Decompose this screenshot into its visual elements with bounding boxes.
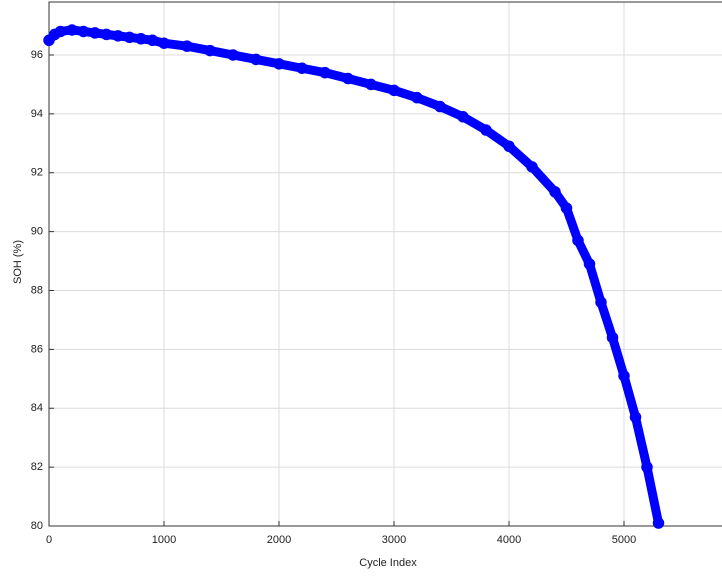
data-point	[606, 331, 619, 344]
data-point	[319, 66, 331, 79]
x-axis-label: Cycle Index	[359, 557, 417, 569]
plot-frame	[48, 1, 722, 527]
data-point	[135, 33, 147, 45]
x-tick-label: 3000	[382, 534, 406, 546]
data-point	[158, 37, 170, 49]
y-tick-label: 86	[31, 343, 43, 355]
data-point	[112, 30, 124, 42]
data-point	[388, 84, 400, 97]
data-point	[273, 58, 285, 70]
plot-area	[49, 2, 722, 526]
data-point	[250, 53, 262, 66]
data-point	[560, 202, 573, 214]
y-tick-label: 94	[31, 108, 43, 120]
data-point	[629, 411, 642, 423]
y-tick-label: 84	[31, 402, 43, 414]
data-point	[66, 24, 78, 36]
data-point	[583, 258, 596, 270]
y-axis-label: SOH (%)	[12, 240, 24, 284]
data-point	[549, 186, 561, 198]
x-tick-label: 4000	[497, 534, 521, 546]
data-point	[77, 25, 90, 38]
data-point	[296, 62, 308, 74]
data-point	[43, 34, 55, 47]
x-tick-label: 1000	[152, 534, 176, 546]
x-tick-label: 0	[46, 534, 52, 546]
data-point	[618, 370, 630, 382]
data-point	[365, 78, 377, 91]
data-point	[181, 40, 193, 52]
x-tick-label: 2000	[267, 534, 291, 546]
x-tick-label: 5000	[612, 534, 636, 546]
y-tick-label: 82	[31, 461, 43, 473]
data-point	[652, 517, 665, 529]
data-point	[434, 100, 446, 113]
y-tick-label: 90	[31, 226, 43, 238]
data-point	[411, 91, 423, 104]
data-point	[227, 49, 239, 61]
data-point	[480, 124, 492, 136]
y-tick-label: 88	[31, 284, 43, 296]
data-point	[526, 161, 538, 173]
data-point	[146, 34, 159, 47]
data-point	[503, 140, 515, 152]
data-point	[204, 44, 216, 57]
y-tick-label: 96	[31, 49, 43, 61]
data-point	[54, 25, 67, 38]
data-point	[595, 296, 607, 309]
y-tick-label: 92	[31, 167, 43, 179]
data-point	[49, 28, 61, 41]
data-point	[100, 28, 113, 41]
data-point	[572, 234, 584, 247]
data-point	[89, 27, 101, 39]
data-point	[457, 111, 469, 123]
data-point	[641, 461, 653, 473]
data-point	[342, 72, 354, 85]
data-point	[123, 31, 136, 44]
y-tick-label: 80	[31, 520, 43, 532]
